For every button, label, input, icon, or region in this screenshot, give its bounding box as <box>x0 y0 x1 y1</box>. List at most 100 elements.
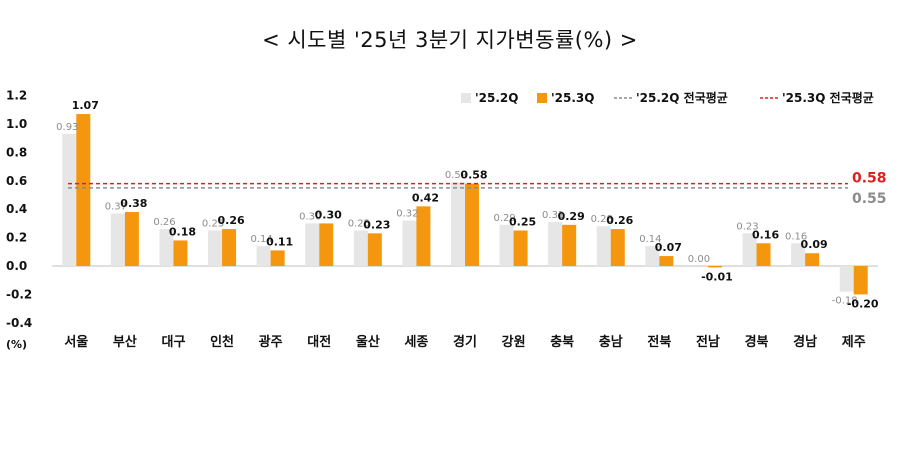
category-label: 경기 <box>453 334 477 350</box>
category-label: 대구 <box>162 335 186 350</box>
bar-curr <box>562 224 577 266</box>
bar-curr <box>222 229 237 266</box>
value-label-prev: 0.59 <box>445 170 467 181</box>
bar-curr <box>173 240 188 266</box>
category-label: 전남 <box>696 334 720 350</box>
legend-label: '25.2Q 전국평균 <box>636 90 728 105</box>
value-label-curr: 0.29 <box>558 210 585 223</box>
bar-curr <box>124 212 139 266</box>
value-label-prev: 0.00 <box>688 254 710 265</box>
y-tick-label: -0.4 <box>6 316 32 330</box>
bar-prev <box>451 182 465 266</box>
bar-prev <box>402 220 417 266</box>
bar-prev <box>159 229 174 266</box>
value-label-curr: 0.09 <box>801 238 828 251</box>
value-label-prev: 0.14 <box>639 234 661 245</box>
value-label-curr: 0.38 <box>120 197 147 210</box>
value-label-prev: 0.26 <box>153 217 175 228</box>
value-label-prev: 0.25 <box>202 219 224 230</box>
category-label: 충남 <box>599 334 623 350</box>
y-tick-label: 0.2 <box>6 231 27 245</box>
category-label: 부산 <box>113 334 137 350</box>
bar-prev <box>742 233 757 266</box>
y-axis-unit: (%) <box>6 338 27 351</box>
y-tick-label: 1.0 <box>6 117 27 131</box>
category-label: 경남 <box>793 334 817 350</box>
value-label-prev: 0.30 <box>299 211 321 222</box>
bar-curr <box>707 266 722 268</box>
bar-prev <box>256 246 271 266</box>
value-label-curr: 0.11 <box>266 235 293 248</box>
y-tick-label: 0.0 <box>6 259 27 273</box>
reference-line-label: 0.58 <box>852 171 887 187</box>
bar-prev <box>62 133 77 266</box>
value-label-curr: 0.30 <box>315 208 342 221</box>
value-label-curr: 0.07 <box>655 241 682 254</box>
reference-line-label: 0.55 <box>852 191 887 207</box>
category-label: 세종 <box>404 335 428 350</box>
bar-prev <box>499 224 514 266</box>
bar-group: 0.931.07서울0.370.38부산0.260.18대구0.250.26인천… <box>56 99 879 350</box>
y-tick-label: 1.2 <box>6 89 27 103</box>
bar-prev <box>596 226 611 266</box>
category-label: 울산 <box>356 334 380 350</box>
category-label: 광주 <box>259 335 283 350</box>
legend-swatch-prev <box>461 93 471 103</box>
bar-curr <box>416 206 431 266</box>
legend-swatch-curr <box>537 93 547 103</box>
legend-label: '25.3Q 전국평균 <box>782 90 874 105</box>
bar-prev <box>791 243 806 266</box>
value-label-curr: 0.42 <box>412 191 439 204</box>
category-label: 충북 <box>550 334 574 350</box>
value-label-curr: -0.20 <box>847 297 879 310</box>
bar-curr <box>756 243 771 266</box>
value-label-prev: 0.31 <box>542 210 564 221</box>
y-tick-label: -0.2 <box>6 287 32 301</box>
value-label-curr: 0.18 <box>169 225 196 238</box>
value-label-prev: 0.37 <box>105 201 127 212</box>
value-label-curr: 0.26 <box>606 214 633 227</box>
value-label-curr: 0.23 <box>363 218 390 231</box>
value-label-prev: 0.32 <box>396 209 418 220</box>
value-label-prev: 0.14 <box>251 234 273 245</box>
value-label-curr: 0.25 <box>509 216 536 229</box>
value-label-prev: 0.29 <box>493 213 515 224</box>
bar-prev <box>208 230 223 266</box>
bar-curr <box>610 229 625 266</box>
bar-prev <box>645 246 660 266</box>
category-label: 인천 <box>210 334 234 350</box>
category-label: 제주 <box>842 335 866 350</box>
bar-prev <box>548 221 563 266</box>
category-label: 강원 <box>502 334 526 350</box>
bar-curr <box>465 183 479 266</box>
bar-curr <box>659 256 674 266</box>
bar-prev <box>305 223 320 266</box>
value-label-prev: 0.25 <box>348 219 370 230</box>
legend-label: '25.3Q <box>551 91 594 105</box>
chart-title: < 시도별 '25년 3분기 지가변동률(%) > <box>262 28 638 52</box>
category-label: 서울 <box>64 334 88 350</box>
value-label-curr: 1.07 <box>72 99 99 112</box>
value-label-prev: 0.93 <box>56 122 78 133</box>
legend-label: '25.2Q <box>475 91 518 105</box>
value-label-curr: -0.01 <box>701 270 733 283</box>
value-label-prev: -0.18 <box>832 296 858 307</box>
bar-curr <box>367 233 382 266</box>
y-tick-label: 0.8 <box>6 145 27 159</box>
y-tick-label: 0.4 <box>6 202 27 216</box>
bar-prev <box>110 213 125 266</box>
category-label: 경북 <box>745 334 769 350</box>
value-label-prev: 0.16 <box>785 231 807 242</box>
bar-curr <box>76 114 91 266</box>
bar-curr <box>805 253 820 266</box>
y-tick-label: 0.6 <box>6 174 27 188</box>
legend: '25.2Q '25.3Q '25.2Q 전국평균 '25.3Q 전국평균 <box>461 90 874 105</box>
category-label: 대전 <box>307 334 331 350</box>
value-label-curr: 0.58 <box>460 169 487 182</box>
reference-lines: 0.55 0.58 <box>68 171 887 207</box>
bar-prev <box>839 266 854 292</box>
bar-curr <box>853 266 868 295</box>
bar-curr <box>513 230 528 266</box>
value-label-prev: 0.23 <box>736 221 758 232</box>
